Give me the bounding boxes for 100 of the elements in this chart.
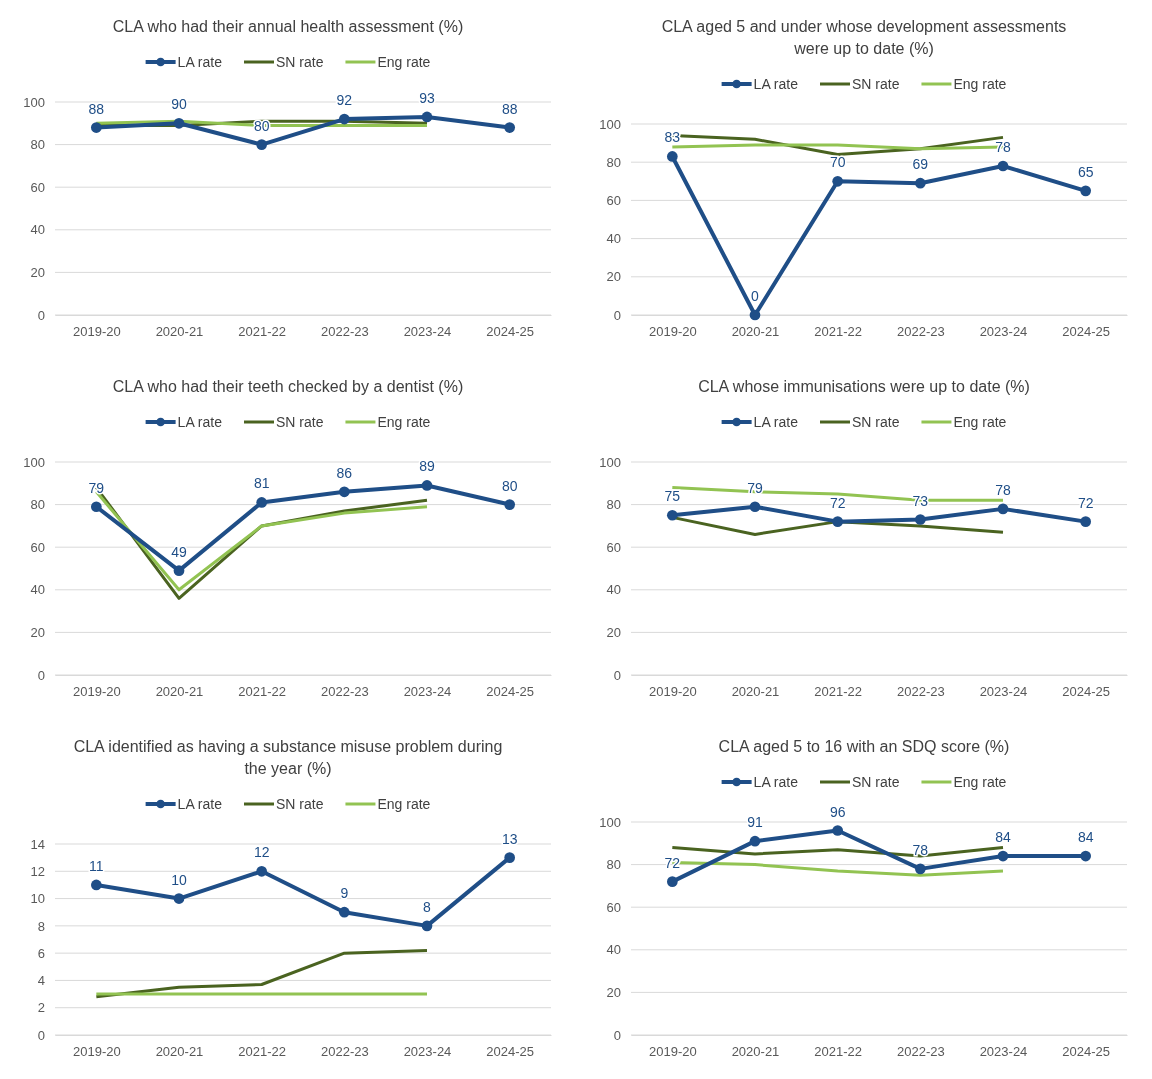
- y-tick-label: 20: [606, 269, 621, 285]
- y-tick-label: 0: [613, 667, 621, 683]
- point: [914, 514, 926, 525]
- point: [749, 501, 761, 513]
- legend-label: Eng rate: [953, 75, 1007, 92]
- data-label: 78: [995, 139, 1011, 156]
- x-tick-label: 2022-23: [896, 324, 945, 340]
- y-tick-label: 100: [23, 454, 45, 470]
- point: [256, 139, 268, 150]
- y-tick-label: 60: [606, 899, 621, 915]
- chart-title: CLA who had their annual health assessment (%): [112, 18, 464, 35]
- point: [338, 113, 350, 125]
- x-tick-label: 2021-22: [814, 1044, 863, 1060]
- point: [173, 565, 185, 576]
- legend-label: SN rate: [851, 75, 900, 92]
- data-label: 84: [1077, 829, 1094, 846]
- data-label: 12: [253, 844, 270, 861]
- y-tick-label: 20: [30, 265, 45, 281]
- chart-title: CLA identified as having a substance misuse problem during the year (%): [73, 738, 503, 777]
- legend-label: LA rate: [177, 413, 223, 430]
- data-label: 9: [340, 885, 349, 902]
- point: [421, 111, 433, 123]
- legend-label: SN rate: [851, 413, 900, 430]
- y-tick-label: 60: [30, 539, 45, 555]
- legend-label: SN rate: [275, 53, 324, 70]
- line-series: [670, 846, 1005, 858]
- x-tick-label: 2023-24: [979, 1044, 1028, 1060]
- chart-title: CLA who had their teeth checked by a dentist (%): [112, 378, 464, 395]
- data-label: 70: [829, 154, 846, 171]
- y-tick-label: 60: [30, 179, 45, 195]
- point: [90, 122, 102, 133]
- point: [173, 893, 185, 904]
- y-tick-label: 4: [37, 973, 45, 989]
- x-tick-label: 2020-21: [731, 324, 780, 340]
- y-tick-label: 100: [599, 116, 621, 132]
- data-label: 91: [747, 814, 763, 831]
- y-tick-label: 8: [37, 918, 45, 934]
- x-tick-label: 2023-24: [979, 684, 1028, 700]
- chart-title: CLA aged 5 and under whose development assessments were up to date (%): [661, 18, 1067, 57]
- y-tick-label: 20: [606, 985, 621, 1001]
- x-tick-label: 2019-20: [72, 684, 121, 700]
- point: [504, 499, 516, 510]
- point: [256, 497, 268, 508]
- x-tick-label: 2020-21: [155, 1044, 204, 1060]
- x-tick-label: 2021-22: [238, 1044, 287, 1060]
- y-tick-label: 0: [37, 1027, 45, 1043]
- data-label: 88: [501, 100, 518, 117]
- data-label: 8: [423, 898, 432, 915]
- legend-label: LA rate: [177, 53, 223, 70]
- point: [90, 879, 102, 891]
- x-tick-label: 2019-20: [648, 1044, 697, 1060]
- point: [421, 920, 433, 932]
- y-tick-label: 10: [30, 891, 45, 907]
- data-label: 72: [829, 494, 846, 511]
- x-tick-label: 2024-25: [486, 684, 535, 700]
- data-label: 80: [253, 117, 270, 134]
- legend-label: SN rate: [851, 773, 900, 790]
- point: [832, 825, 844, 836]
- point: [997, 850, 1009, 862]
- legend-label: SN rate: [275, 413, 324, 430]
- point: [504, 852, 516, 863]
- legend-label: SN rate: [275, 795, 324, 812]
- data-label: 83: [664, 129, 681, 146]
- point: [832, 175, 844, 187]
- legend-label: Eng rate: [953, 413, 1007, 430]
- y-tick-label: 60: [606, 193, 621, 209]
- y-tick-label: 80: [606, 497, 621, 513]
- point: [338, 486, 350, 498]
- data-label: 72: [664, 854, 681, 871]
- x-tick-label: 2019-20: [72, 1044, 121, 1060]
- x-tick-label: 2019-20: [72, 324, 121, 340]
- point: [173, 117, 185, 129]
- x-tick-label: 2022-23: [320, 1044, 369, 1060]
- x-tick-label: 2021-22: [814, 324, 863, 340]
- data-label: 81: [253, 475, 270, 492]
- data-label: 79: [88, 479, 105, 496]
- x-tick-label: 2024-25: [486, 324, 535, 340]
- x-tick-label: 2019-20: [648, 324, 697, 340]
- y-tick-label: 100: [599, 814, 621, 830]
- data-label: 78: [912, 841, 929, 858]
- legend-label: LA rate: [177, 795, 223, 812]
- x-tick-label: 2023-24: [403, 1044, 452, 1060]
- y-tick-label: 20: [30, 625, 45, 641]
- data-label: 11: [89, 857, 104, 874]
- point: [666, 509, 678, 521]
- point: [1080, 185, 1092, 197]
- data-label: 69: [912, 156, 929, 173]
- y-tick-label: 40: [606, 582, 621, 598]
- y-tick-label: 80: [606, 154, 621, 170]
- legend-label: Eng rate: [377, 413, 431, 430]
- point: [749, 309, 761, 321]
- x-tick-label: 2020-21: [155, 684, 204, 700]
- legend-label: LA rate: [753, 75, 799, 92]
- chart-title: CLA whose immunisations were up to date (%): [698, 378, 1030, 395]
- x-tick-label: 2023-24: [979, 324, 1028, 340]
- x-tick-label: 2019-20: [648, 684, 697, 700]
- y-tick-label: 80: [606, 857, 621, 873]
- legend-label: LA rate: [753, 413, 799, 430]
- point: [256, 865, 268, 877]
- x-tick-label: 2024-25: [486, 1044, 535, 1060]
